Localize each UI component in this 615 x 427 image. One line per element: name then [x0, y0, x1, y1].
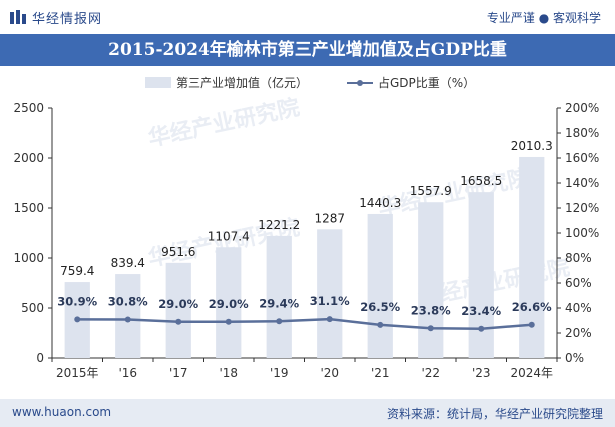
- x-tick-label: 2024年: [510, 366, 553, 380]
- legend-bar-swatch: [145, 77, 171, 88]
- y-right-tick-label: 180%: [565, 126, 599, 140]
- bar-value-label: 839.4: [111, 256, 145, 270]
- line-point: [276, 318, 283, 325]
- bar: [418, 202, 444, 358]
- y-right-tick-label: 200%: [565, 101, 599, 115]
- x-tick-label: '18: [219, 366, 238, 380]
- chart-title: 2015-2024年榆林市第三产业增加值及占GDP比重: [108, 40, 507, 60]
- legend-line-label: 占GDP比重（%）: [378, 75, 475, 90]
- line-point: [225, 318, 232, 325]
- y-right-tick-label: 100%: [565, 226, 599, 240]
- line-value-label: 30.8%: [108, 295, 148, 309]
- y-right-tick-label: 160%: [565, 151, 599, 165]
- bar-value-label: 1557.9: [410, 184, 452, 198]
- bar-value-label: 1287: [314, 211, 345, 225]
- line-value-label: 30.9%: [57, 294, 97, 308]
- y-right-tick-label: 20%: [565, 326, 592, 340]
- bar: [266, 235, 292, 358]
- bar-value-label: 1658.5: [460, 174, 502, 188]
- watermark-text: 华经产业研究院: [146, 94, 302, 151]
- watermark-text: 华经产业研究院: [376, 164, 532, 221]
- bar-value-label: 951.6: [161, 245, 195, 259]
- x-tick-label: '19: [270, 366, 289, 380]
- y-right-tick-label: 60%: [565, 276, 592, 290]
- legend-bar-label: 第三产业增加值（亿元）: [176, 75, 308, 90]
- x-tick-label: '16: [118, 366, 137, 380]
- line-value-label: 23.8%: [411, 303, 451, 317]
- y-left-tick-label: 500: [21, 301, 44, 315]
- bar: [367, 213, 393, 358]
- y-left-tick-label: 2500: [13, 101, 44, 115]
- x-tick-label: '21: [371, 366, 390, 380]
- line-value-label: 29.0%: [158, 297, 198, 311]
- line-value-label: 31.1%: [310, 294, 350, 308]
- top-bar: 华经情报网 专业严谨 ● 客观科学: [0, 0, 615, 34]
- bar: [165, 262, 191, 358]
- footer-website: www.huaon.com: [12, 405, 112, 419]
- line-point: [74, 316, 81, 323]
- line-point: [478, 325, 485, 332]
- line-path: [77, 317, 532, 331]
- bar: [216, 247, 242, 358]
- line-value-label: 29.4%: [259, 296, 299, 310]
- line-point: [427, 325, 434, 332]
- bar: [115, 274, 141, 358]
- y-left-tick-label: 1500: [13, 201, 44, 215]
- y-left-tick-label: 2000: [13, 151, 44, 165]
- data-labels: 759.4 839.4 951.6 1107.4 1221.2 1287 1440.3 155…: [57, 139, 552, 318]
- line-value-label: 29.0%: [209, 297, 249, 311]
- bar-value-label: 1221.2: [258, 218, 300, 232]
- bar: [468, 192, 494, 358]
- line-point: [528, 321, 535, 328]
- bar: [317, 229, 343, 358]
- line-value-label: 23.4%: [461, 304, 501, 318]
- y-right-tick-label: 0%: [565, 351, 584, 365]
- x-tick-label: '23: [472, 366, 491, 380]
- footer: [0, 399, 615, 427]
- line-point: [124, 316, 131, 323]
- line-point: [377, 321, 384, 328]
- x-tick-label: '22: [421, 366, 440, 380]
- logo-text: 华经情报网: [32, 12, 103, 27]
- bar: [519, 156, 545, 358]
- axes: 0 500 1000 1500 2000 2500 0% 20% 40% 60% 80% 100% 12…: [13, 101, 599, 380]
- tagline: 专业严谨 ● 客观科学: [486, 11, 601, 25]
- y-right-tick-label: 80%: [565, 251, 592, 265]
- line-point: [175, 318, 182, 325]
- bar-value-label: 759.4: [60, 264, 94, 278]
- x-tick-label: '17: [169, 366, 188, 380]
- y-right-tick-label: 120%: [565, 201, 599, 215]
- x-tick-label: '20: [320, 366, 339, 380]
- bar-value-label: 1440.3: [359, 196, 401, 210]
- y-left-tick-label: 0: [36, 351, 44, 365]
- y-right-tick-label: 140%: [565, 176, 599, 190]
- logo-icon: [10, 10, 26, 24]
- legend: 第三产业增加值（亿元） 占GDP比重（%）: [145, 75, 475, 90]
- line-point: [326, 316, 333, 323]
- line-value-label: 26.5%: [360, 300, 400, 314]
- line-series: [74, 316, 535, 332]
- legend-line-marker: [357, 80, 363, 86]
- line-value-label: 26.6%: [512, 300, 552, 314]
- footer-source: 资料来源：统计局，华经产业研究院整理: [386, 407, 603, 421]
- bar-value-label: 1107.4: [208, 229, 250, 243]
- x-tick-label: 2015年: [56, 366, 99, 380]
- y-left-tick-label: 1000: [13, 251, 44, 265]
- bar-value-label: 2010.3: [511, 139, 553, 153]
- title-bar: [0, 34, 615, 66]
- y-right-tick-label: 40%: [565, 301, 592, 315]
